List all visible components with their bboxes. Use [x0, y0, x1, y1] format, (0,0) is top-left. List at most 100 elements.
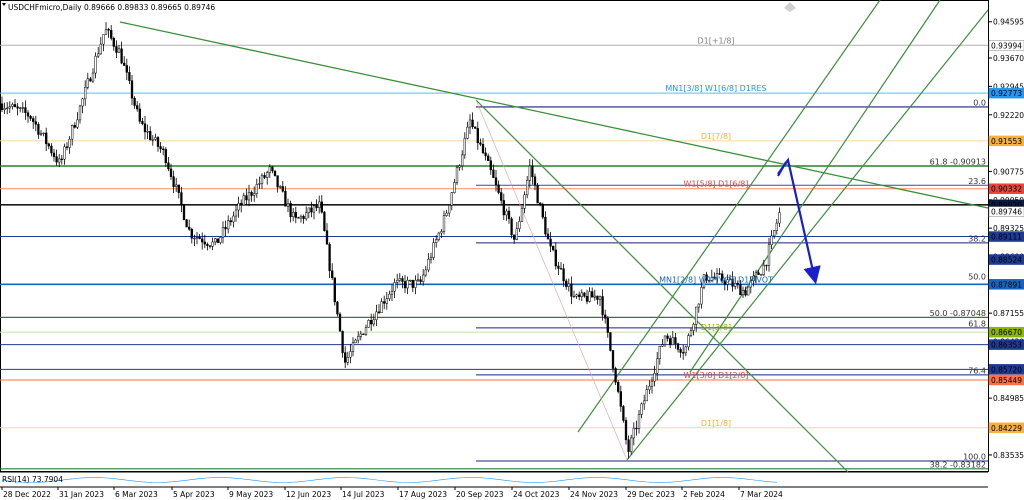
candle-body-137 — [357, 336, 360, 341]
candle-body-21 — [55, 156, 58, 163]
x-tick-label-3: 5 Apr 2023 — [173, 490, 215, 499]
y-tick-label-1: 0.93670 — [993, 54, 1024, 63]
candle-body-79 — [206, 243, 209, 246]
candle-body-116 — [302, 215, 305, 220]
candle-body-124 — [323, 211, 326, 231]
candle-body-228 — [593, 295, 596, 298]
candle-body-62 — [162, 148, 165, 151]
candle-body-190 — [494, 177, 498, 186]
chevron-down-icon[interactable] — [2, 3, 6, 6]
candle-body-240 — [624, 420, 628, 441]
candle-body-36 — [94, 55, 97, 74]
candle-body-99 — [258, 183, 261, 185]
price-box-12 — [988, 374, 1024, 386]
candle-body-224 — [583, 292, 586, 297]
candle-body-177 — [461, 154, 464, 167]
candle-body-271 — [705, 274, 708, 281]
candle-body-65 — [169, 168, 173, 177]
candle-body-227 — [591, 291, 594, 298]
candle-body-9 — [24, 107, 27, 113]
candle-body-266 — [692, 324, 695, 331]
price-box-label-4: 0.89920 — [991, 201, 1022, 210]
candle-body-113 — [294, 212, 297, 218]
candle-body-288 — [749, 280, 752, 288]
candle-body-38 — [99, 43, 102, 55]
candle-body-212 — [552, 245, 555, 251]
candle-body-193 — [502, 200, 505, 216]
candle-body-27 — [71, 125, 74, 140]
candle-body-188 — [489, 160, 492, 171]
candle-body-178 — [463, 138, 466, 156]
candle-body-1 — [3, 108, 6, 110]
candle-body-232 — [604, 314, 607, 319]
candle-body-218 — [567, 283, 570, 287]
candle-body-135 — [351, 342, 355, 352]
candle-body-172 — [448, 205, 451, 214]
fib-label-4: 50.0 — [968, 272, 986, 281]
candle-body-114 — [297, 217, 300, 219]
candle-body-216 — [562, 268, 565, 282]
candle-body-230 — [598, 296, 602, 300]
level-labels: D1[+1/8] MN1[3/8] W1[6/8] D1RES D1[7/8] W1[… — [659, 36, 986, 469]
level-label-0: D1[+1/8] — [697, 36, 734, 45]
candle-body-204 — [531, 165, 534, 178]
fib-label-1: 23.6 — [968, 177, 986, 186]
candle-body-93 — [242, 195, 245, 206]
candle-body-162 — [422, 274, 425, 282]
fib-label-3: 38.2 — [968, 234, 986, 243]
x-tick-label-10: 24 Nov 2023 — [570, 490, 618, 499]
candle-body-253 — [658, 346, 661, 360]
candle-body-206 — [536, 185, 539, 204]
candle-body-236 — [614, 368, 617, 383]
candle-body-109 — [284, 190, 287, 207]
fib-label-6: 61.8 — [968, 319, 986, 328]
candle-body-122 — [318, 201, 321, 209]
candle-body-166 — [432, 242, 435, 258]
candle-body-213 — [554, 249, 557, 267]
candle-body-205 — [533, 176, 537, 186]
candle-body-50 — [130, 80, 134, 99]
channel-upper-line — [577, 0, 881, 433]
candle-body-215 — [559, 268, 563, 270]
y-tick-label-2: 0.92945 — [993, 82, 1024, 91]
candle-body-95 — [247, 192, 251, 201]
price-box-label-9: 0.86670 — [991, 328, 1022, 337]
channel-lower-line — [626, 9, 989, 461]
candle-body-57 — [149, 131, 152, 140]
candle-body-111 — [289, 203, 292, 217]
candle-body-91 — [237, 203, 240, 211]
candle-body-145 — [377, 311, 381, 313]
price-box-label-13: 0.84229 — [991, 424, 1022, 433]
candle-body-69 — [180, 192, 183, 206]
candle-body-243 — [632, 427, 635, 439]
candle-body-66 — [172, 176, 175, 187]
candle-body-242 — [630, 437, 633, 452]
candle-body-52 — [136, 105, 139, 110]
level-label-6: MN1[2/8] W1PIVOT D1PIVOT — [659, 275, 773, 284]
candle-body-67 — [175, 184, 178, 187]
level-label-2: D1[7/8] — [701, 132, 731, 141]
candle-body-161 — [419, 279, 422, 282]
candle-body-157 — [409, 279, 412, 282]
x-tick-label-9: 24 Oct 2023 — [513, 490, 560, 499]
candle-body-96 — [250, 192, 253, 196]
candle-body-287 — [747, 286, 750, 296]
candle-body-32 — [84, 86, 87, 100]
candle-body-254 — [661, 344, 664, 347]
candle-body-73 — [190, 229, 193, 239]
candle-body-183 — [476, 128, 479, 144]
candle-body-84 — [219, 237, 222, 243]
candle-body-47 — [123, 62, 126, 66]
candle-body-71 — [185, 219, 188, 228]
candle-body-121 — [315, 205, 318, 209]
candle-body-14 — [37, 124, 40, 135]
candle-body-277 — [721, 273, 724, 282]
price-box-label-5: 0.89746 — [991, 208, 1022, 217]
price-box-11 — [988, 364, 1024, 375]
candle-body-55 — [143, 123, 147, 133]
x-tick-label-6: 14 Jul 2023 — [342, 490, 385, 499]
candle-body-107 — [279, 186, 282, 188]
projection-arrow-down — [777, 157, 821, 285]
candle-body-173 — [450, 192, 453, 206]
